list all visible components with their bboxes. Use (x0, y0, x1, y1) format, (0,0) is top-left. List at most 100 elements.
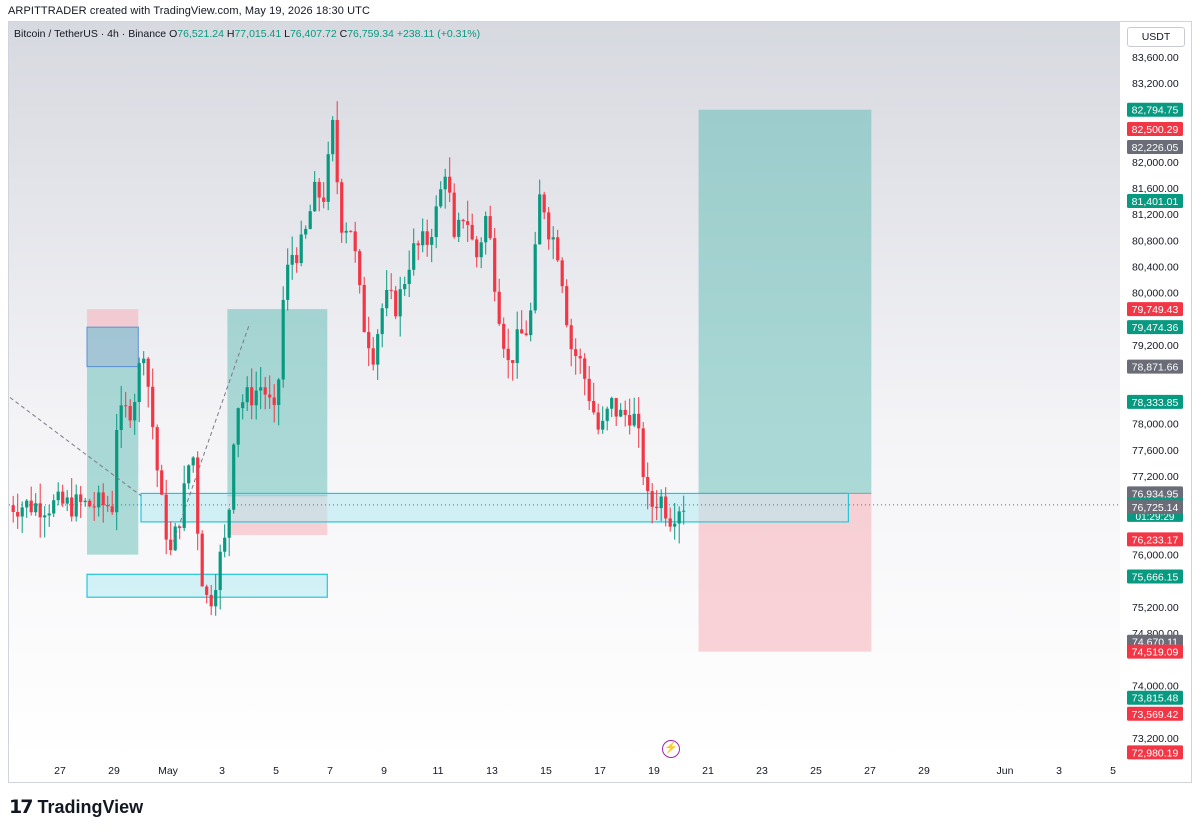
price-badge: 78,871.66 (1127, 359, 1183, 374)
candle-body (272, 397, 276, 405)
candle-body (34, 503, 38, 513)
candle-body (268, 394, 272, 398)
candle-body (88, 500, 92, 507)
candle-body (214, 589, 218, 607)
candle-body (286, 264, 290, 300)
candle-body (16, 511, 20, 517)
candle-body (493, 238, 497, 292)
candle-body (29, 500, 33, 513)
candle-body (277, 379, 281, 405)
x-axis-tick-label: Jun (997, 765, 1014, 777)
symbol-legend: Bitcoin / TetherUS · 4h · Binance O76,52… (14, 28, 480, 40)
tv-logo-text: TradingView (37, 796, 144, 817)
price-badge-label: 78,333.85 (1132, 397, 1179, 409)
candle-body (178, 526, 182, 528)
candle-body (659, 496, 663, 509)
candle-body (304, 228, 308, 235)
candle-body (610, 398, 614, 409)
price-badge-background (1127, 745, 1183, 760)
price-badge: 78,333.85 (1127, 394, 1183, 409)
price-badge-label: 73,815.48 (1132, 693, 1179, 705)
price-badge-label: 75,666.15 (1132, 572, 1179, 584)
y-axis-tick-label: 75,200.00 (1132, 602, 1179, 614)
price-badge: 79,474.36 (1127, 320, 1183, 335)
candle-body (394, 290, 398, 317)
price-badge-label: 73,569.42 (1132, 709, 1179, 721)
demand-zone (140, 492, 850, 523)
candle-body (133, 402, 137, 421)
candle-body (200, 533, 204, 587)
lightning-icon[interactable]: ⚡ (662, 740, 680, 758)
y-axis-tick-label: 81,600.00 (1132, 183, 1179, 195)
candle-body (160, 470, 164, 495)
candle-body (299, 234, 303, 264)
candle-body (619, 409, 623, 417)
candle-body (664, 496, 668, 519)
price-badge: 82,794.75 (1127, 102, 1183, 117)
candle-body (344, 230, 348, 233)
candle-body (407, 269, 411, 285)
price-badge-background (1127, 139, 1183, 154)
supply-zone (86, 326, 139, 368)
candle-body (290, 254, 294, 265)
candle-body (142, 358, 146, 364)
x-axis-tick-label: 3 (219, 765, 225, 777)
candle-body (668, 518, 672, 527)
y-axis-tick-label: 80,400.00 (1132, 262, 1179, 274)
candle-body (515, 329, 519, 363)
tradingview-logo: 17 TradingView (9, 796, 143, 818)
y-axis-tick-label: 77,600.00 (1132, 445, 1179, 457)
candle-body (254, 390, 258, 406)
price-badge: 74,519.09 (1127, 644, 1183, 659)
x-axis-tick-label: 5 (273, 765, 279, 777)
x-axis-tick-label: 29 (108, 765, 120, 777)
candle-body (551, 237, 555, 240)
candle-body (218, 551, 222, 590)
candle-body (538, 194, 542, 245)
y-axis-tick-label: 83,200.00 (1132, 78, 1179, 90)
y-axis-tick-label: 76,000.00 (1132, 550, 1179, 562)
candle-body (655, 506, 659, 509)
candle-body (628, 415, 632, 426)
high-label: H (226, 28, 235, 40)
candle-body (371, 348, 375, 365)
candle-body (106, 505, 110, 507)
y-axis-tick-label: 80,000.00 (1132, 288, 1179, 300)
candle-body (124, 405, 128, 407)
candle-body (101, 492, 105, 506)
candle-body (250, 387, 254, 406)
candle-body (317, 181, 321, 198)
candle-body (484, 216, 488, 243)
candle-body (65, 497, 69, 504)
price-badge: 76,934.95 (1127, 486, 1183, 501)
y-axis-tick-label: 81,200.00 (1132, 209, 1179, 221)
price-badge-background (1127, 532, 1183, 547)
candle-body (376, 334, 380, 365)
price-badge-label: 72,980.19 (1132, 747, 1179, 759)
candle-body (236, 408, 240, 445)
candle-body (439, 189, 443, 207)
price-badge: 82,226.05 (1127, 139, 1183, 154)
candle-body (416, 243, 420, 246)
candle-body (673, 523, 677, 527)
candle-body (583, 358, 587, 379)
price-badge-label: 76,233.17 (1132, 534, 1179, 546)
candle-body (592, 400, 596, 413)
candle-body (367, 331, 371, 349)
high-value: 77,015.41 (234, 28, 282, 40)
candle-body (470, 224, 474, 240)
candle-body (353, 231, 357, 252)
candle-body (223, 537, 227, 552)
candle-body (632, 413, 636, 426)
price-badge: 72,980.19 (1127, 745, 1183, 760)
candle-body (421, 231, 425, 246)
candle-body (547, 212, 551, 240)
candle-body (326, 154, 330, 202)
candle-body (137, 363, 141, 403)
candle-body (173, 526, 177, 551)
currency-selector[interactable]: USDT (1127, 27, 1185, 47)
candle-body (529, 310, 533, 336)
price-badge: 76,725.14 (1127, 500, 1183, 515)
price-badge-background (1127, 500, 1183, 515)
